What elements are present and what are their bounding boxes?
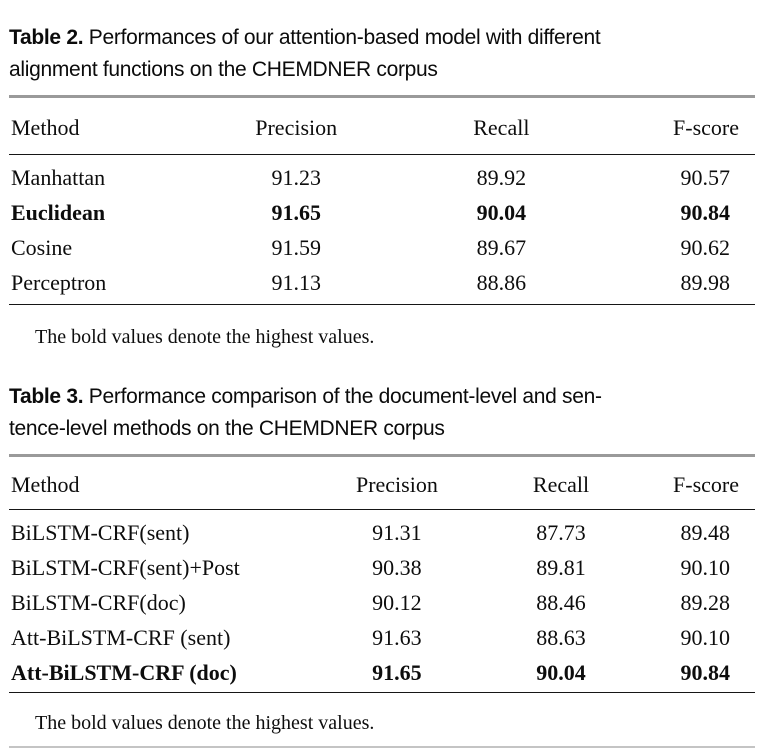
table-2-caption: Table 2. Performances of our attention-b… — [9, 0, 755, 95]
column-header-recall: Recall — [471, 455, 651, 510]
precision-cell: 91.31 — [372, 520, 422, 545]
table-row: Cosine 91.59 89.67 90.62 — [9, 230, 755, 265]
precision-cell: 91.23 — [271, 165, 321, 190]
table-row: BiLSTM-CRF(sent)+Post 90.38 89.81 90.10 — [9, 550, 755, 585]
table-row-best: Att-BiLSTM-CRF (doc) 91.65 90.04 90.84 — [9, 655, 755, 693]
table-2: Method Precision Recall F-score Manhatta… — [9, 95, 755, 305]
fscore-cell: 90.84 — [680, 660, 731, 685]
fscore-cell: 90.84 — [680, 200, 731, 225]
method-cell: BiLSTM-CRF(doc) — [11, 590, 186, 615]
table-3-footnote: The bold values denote the highest value… — [35, 712, 375, 734]
column-header-method: Method — [9, 96, 211, 155]
recall-cell: 87.73 — [536, 520, 586, 545]
method-cell: Cosine — [11, 235, 73, 260]
precision-cell: 91.65 — [271, 200, 321, 225]
table-row: Perceptron 91.13 88.86 89.98 — [9, 265, 755, 305]
method-cell: BiLSTM-CRF(sent)+Post — [11, 555, 240, 580]
table-2-section: Table 2. Performances of our attention-b… — [9, 0, 755, 349]
table-2-caption-label: Table 2. — [9, 26, 84, 49]
recall-cell: 88.46 — [536, 590, 586, 615]
recall-cell: 88.86 — [476, 270, 527, 295]
precision-cell: 91.59 — [271, 235, 321, 260]
column-header-precision: Precision — [322, 455, 472, 510]
recall-cell: 90.04 — [536, 660, 586, 685]
fscore-cell: 90.10 — [680, 625, 731, 650]
table-row: Manhattan 91.23 89.92 90.57 — [9, 155, 755, 196]
table-3-header-row: Method Precision Recall F-score — [9, 455, 755, 510]
precision-cell: 91.63 — [372, 625, 422, 650]
precision-cell: 91.13 — [271, 270, 321, 295]
table-3-caption: Table 3. Performance comparison of the d… — [9, 349, 755, 454]
precision-cell: 90.38 — [372, 555, 422, 580]
table-3-caption-label: Table 3. — [9, 385, 84, 408]
table-2-header-row: Method Precision Recall F-score — [9, 96, 755, 155]
table-row: BiLSTM-CRF(doc) 90.12 88.46 89.28 — [9, 585, 755, 620]
fscore-cell: 90.57 — [680, 165, 731, 190]
recall-cell: 89.81 — [536, 555, 586, 580]
fscore-cell: 89.48 — [680, 520, 731, 545]
method-cell: BiLSTM-CRF(sent) — [11, 520, 190, 545]
fscore-cell: 89.28 — [680, 590, 731, 615]
table-3: Method Precision Recall F-score BiLSTM-C… — [9, 454, 755, 693]
fscore-cell: 89.98 — [680, 270, 731, 295]
column-header-precision: Precision — [210, 96, 382, 155]
recall-cell: 89.67 — [476, 235, 527, 260]
precision-cell: 91.65 — [372, 660, 422, 685]
table-2-caption-line-1: Performances of our attention-based mode… — [88, 26, 601, 49]
recall-cell: 89.92 — [476, 165, 527, 190]
recall-cell: 90.04 — [476, 200, 527, 225]
table-3-section: Table 3. Performance comparison of the d… — [9, 349, 755, 735]
fscore-cell: 90.10 — [680, 555, 731, 580]
column-header-fscore: F-score — [620, 96, 755, 155]
column-header-recall: Recall — [381, 96, 621, 155]
column-header-fscore: F-score — [650, 455, 755, 510]
table-3-caption-line-2: tence-level methods on the CHEMDNER corp… — [9, 417, 445, 440]
column-header-method: Method — [9, 455, 323, 510]
table-row-best: Euclidean 91.65 90.04 90.84 — [9, 195, 755, 230]
method-cell: Perceptron — [11, 270, 107, 295]
precision-cell: 90.12 — [372, 590, 422, 615]
next-table-top-rule — [9, 746, 755, 748]
method-cell: Att-BiLSTM-CRF (sent) — [11, 625, 231, 650]
recall-cell: 88.63 — [536, 625, 586, 650]
table-2-caption-line-2: alignment functions on the CHEMDNER corp… — [9, 58, 438, 81]
fscore-cell: 90.62 — [680, 235, 731, 260]
method-cell: Att-BiLSTM-CRF (doc) — [11, 660, 237, 685]
table-3-caption-line-1: Performance comparison of the document-l… — [88, 385, 602, 408]
table-row: BiLSTM-CRF(sent) 91.31 87.73 89.48 — [9, 510, 755, 551]
method-cell: Euclidean — [11, 200, 106, 225]
method-cell: Manhattan — [11, 165, 106, 190]
table-2-footnote: The bold values denote the highest value… — [35, 326, 375, 348]
table-row: Att-BiLSTM-CRF (sent) 91.63 88.63 90.10 — [9, 620, 755, 655]
